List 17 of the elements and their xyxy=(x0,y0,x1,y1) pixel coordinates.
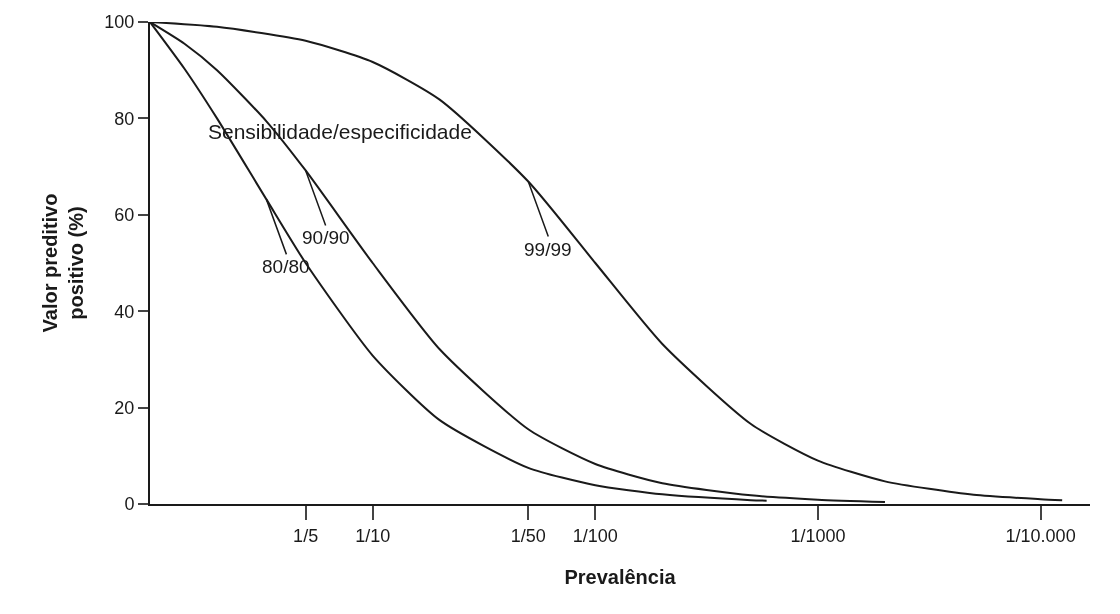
x-tick-label: 1/10.000 xyxy=(1005,525,1076,546)
y-tick-label: 0 xyxy=(124,494,135,515)
series-label: 99/99 xyxy=(524,239,572,260)
y-tick-label: 40 xyxy=(114,301,135,322)
x-tick-label: 1/5 xyxy=(293,525,319,546)
series-label: 80/80 xyxy=(262,256,310,277)
x-tick-label: 1/1000 xyxy=(790,525,846,546)
x-axis-title: Prevalência xyxy=(564,565,677,588)
y-tick-label: 60 xyxy=(114,205,135,226)
x-tick-label: 1/50 xyxy=(510,525,546,546)
series-label: 90/90 xyxy=(302,227,350,248)
x-tick-label: 1/10 xyxy=(355,525,391,546)
x-tick-label: 1/100 xyxy=(572,525,618,546)
y-tick-label: 80 xyxy=(114,108,135,129)
y-tick-label: 20 xyxy=(114,397,135,418)
y-axis-title: Valor preditivo positivo (%) xyxy=(39,193,88,333)
y-tick-label: 100 xyxy=(104,12,135,33)
